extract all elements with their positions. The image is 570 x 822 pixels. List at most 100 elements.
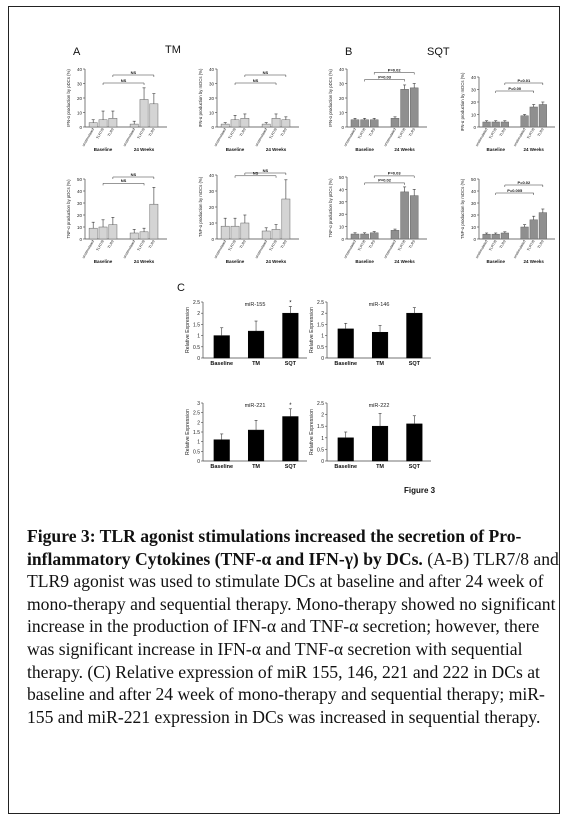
bar [369,232,379,240]
significance-label: P=0.005 [507,188,523,193]
y-tick-label: 40 [209,173,215,178]
significance-label: P=0.00 [508,86,522,91]
y-axis-label: IFN-α production by pDCs (%) [66,69,71,127]
caption-body: (A-B) TLR7/8 and TLR9 agonist was used t… [27,548,559,727]
y-tick-label: 20 [209,205,215,210]
group-label: Baseline [94,259,113,264]
x-tick-label: TLR7/8 [269,128,278,140]
y-tick-label: 1 [321,436,324,442]
x-tick-label: Baseline [334,464,357,470]
bar [98,119,108,128]
y-tick-label: 2.5 [193,300,200,306]
bar [400,89,409,128]
x-tick-label: unstimulated [513,240,527,260]
y-tick-label: 40 [471,189,477,194]
chart-c_mir221: 0 0.5 1 1.5 2 2.5 3 Relative Expression miR-221 B… [185,401,307,470]
x-tick-label: TLR7/8 [96,128,105,140]
x-tick-label: TLR9 [537,240,545,250]
bar [108,224,118,240]
bar [409,195,419,240]
y-tick-label: 1.5 [193,430,200,436]
significance-marker: * [289,300,292,306]
bar [371,331,389,359]
bar [230,119,240,128]
bar [409,87,419,128]
y-tick-label: 10 [77,225,83,230]
y-tick-label: 30 [471,201,477,206]
y-tick-label: 30 [77,82,83,87]
y-tick-label: 2 [197,420,200,426]
bar [282,416,299,462]
y-axis-label: IFN-α production by mDCs (%) [198,68,203,127]
panel-a-label: A [73,46,81,58]
x-tick-label: TM [376,464,384,470]
significance-label: NS [131,70,137,75]
y-tick-label: 0 [341,125,344,130]
x-tick-label: TLR7/8 [488,240,497,252]
bar [350,233,360,240]
y-axis-label: TNF-α production by mDCs (%) [460,178,465,239]
y-tick-label: 0 [79,237,82,242]
y-axis-label: TNF-α production by pDCs (%) [66,179,71,239]
group-label: Baseline [486,259,505,264]
y-tick-label: 0 [341,237,344,242]
y-tick-label: 40 [339,187,345,192]
bar [406,423,423,462]
significance-label: P=0.02 [517,180,531,185]
bar [261,123,271,128]
figure-label: Figure 3 [404,486,436,495]
x-tick-label: TLR7/8 [228,240,237,252]
chart-b_tnf_pdc: 0 10 20 30 40 50 TNF-α production by pDCs (%) u… [328,171,427,264]
bar [390,118,400,128]
bar [247,429,265,462]
bar [538,104,547,128]
y-tick-label: 10 [339,225,345,230]
bar [129,232,139,240]
x-tick-label: TLR7/8 [397,240,406,252]
bar [337,437,354,462]
x-tick-label: TLR9 [368,128,376,138]
y-tick-label: 30 [209,189,215,194]
bar [520,115,529,128]
y-tick-label: 1 [197,334,200,340]
y-tick-label: 20 [471,100,477,105]
x-tick-label: TLR9 [537,128,545,138]
panel-b-label: B [345,46,352,58]
y-tick-label: 2 [197,311,200,317]
chart-title: miR-155 [245,302,266,308]
significance-label: P=0.01 [517,78,531,83]
y-tick-label: 0 [197,356,200,362]
y-tick-label: 20 [471,213,477,218]
y-tick-label: 30 [339,200,345,205]
bar [213,439,230,462]
figure-caption: Figure 3: TLR agonist stimulations incre… [27,525,563,728]
y-tick-label: 0 [473,237,476,242]
x-tick-label: TLR9 [107,128,115,138]
y-tick-label: 0.5 [317,345,324,351]
y-axis-label: Relative Expression [309,307,315,353]
x-tick-label: unstimulated [213,240,227,260]
y-tick-label: 50 [339,175,345,180]
bar [500,232,509,240]
y-tick-label: 0.5 [193,345,200,351]
panel-a-title: TM [165,44,181,56]
y-axis-label: IFN-α production by pDCs (%) [328,69,333,127]
bar [400,191,409,240]
bar [371,425,389,462]
x-tick-label: TLR9 [408,128,416,138]
y-tick-label: 20 [77,213,83,218]
bar [482,233,491,240]
chart-a_tnf_pdc: 0 10 20 30 40 50 TNF-α production by pDCs (%) u… [66,172,167,264]
x-tick-label: unstimulated [475,128,489,148]
y-axis-label: Relative Expression [309,409,315,455]
significance-label: NS [121,78,127,83]
y-tick-label: 0 [473,125,476,130]
bar [520,226,529,240]
bar [271,118,281,128]
bar [240,118,250,128]
x-tick-label: unstimulated [383,240,397,260]
x-tick-label: TLR9 [280,240,288,250]
y-tick-label: 40 [77,189,83,194]
